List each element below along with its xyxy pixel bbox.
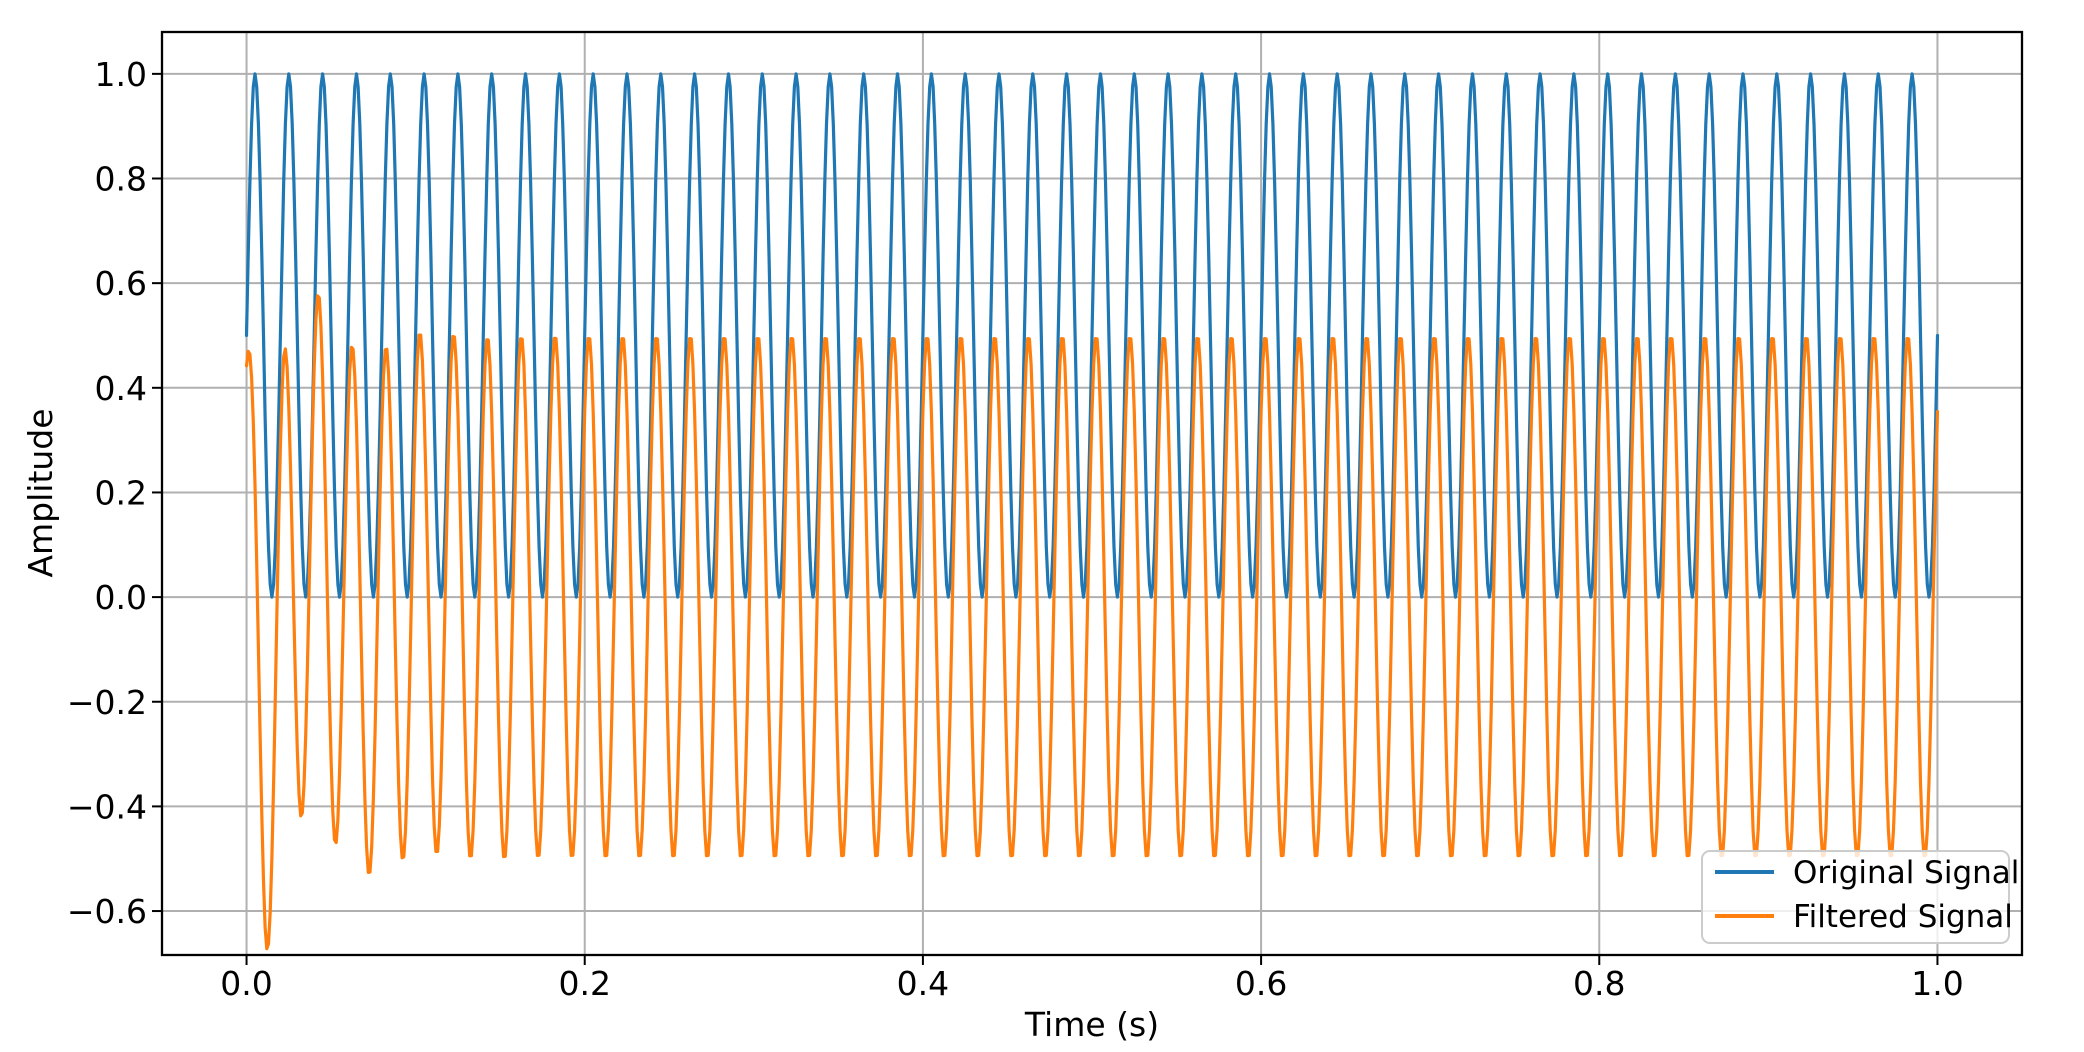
y-tick-labels: 1.0 0.8 0.6 0.4 0.2 0.0 −0.2 −0.4 −0.6 [67,55,147,931]
y-tick-label: −0.4 [67,787,147,826]
x-tick-label: 0.0 [220,964,272,1003]
x-tick-label: 0.6 [1235,964,1287,1003]
plotted-series [244,72,1940,951]
legend-label-filtered-signal: Filtered Signal [1793,899,2013,935]
y-tick-label: −0.6 [67,892,147,931]
y-axis-label: Amplitude [21,408,60,577]
x-tick-label: 0.2 [558,964,610,1003]
y-tick-label: 0.8 [95,160,147,199]
legend-label-original-signal: Original Signal [1793,855,2019,891]
y-tick-label: 0.6 [95,264,147,303]
x-tick-label: 0.8 [1573,964,1625,1003]
y-tick-label: 0.0 [95,578,147,617]
y-tick-label: 1.0 [95,55,147,94]
legend-frame [1701,850,2010,944]
legend: Original Signal Filtered Signal [1701,850,2019,944]
axes-spines [160,30,2024,957]
y-tick-label: 0.2 [95,473,147,512]
y-tick-label: −0.2 [67,683,147,722]
tick-marks [152,72,1939,965]
x-tick-label: 0.4 [897,964,949,1003]
x-tick-labels: 0.0 0.2 0.4 0.6 0.8 1.0 [220,964,1963,1003]
x-axis-label: Time (s) [1024,1005,1159,1044]
filtered-signal-line [244,294,1940,951]
x-tick-label: 1.0 [1911,964,1963,1003]
original-signal-line [244,72,1940,599]
y-tick-label: 0.4 [95,369,147,408]
